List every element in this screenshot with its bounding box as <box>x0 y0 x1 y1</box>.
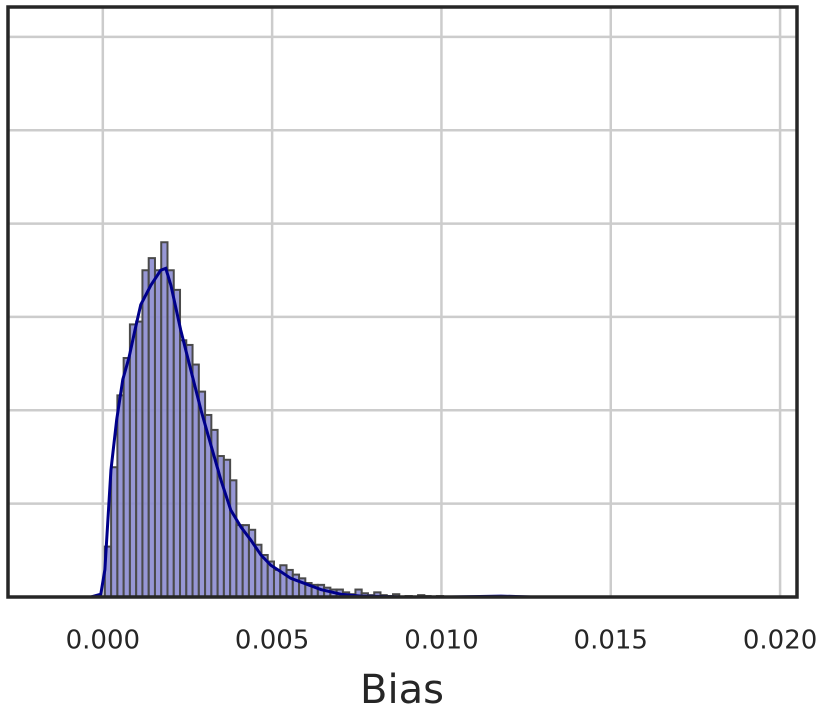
x-tick-label: 0.020 <box>743 626 817 656</box>
kde-line <box>90 266 531 599</box>
x-tick-label: 0.015 <box>574 626 648 656</box>
x-tick-label: 0.010 <box>404 626 478 656</box>
plot-frame <box>6 5 799 599</box>
x-tick-label: 0.005 <box>235 626 309 656</box>
x-tick-label: 0.000 <box>66 626 140 656</box>
x-axis-label: Bias <box>360 667 444 713</box>
